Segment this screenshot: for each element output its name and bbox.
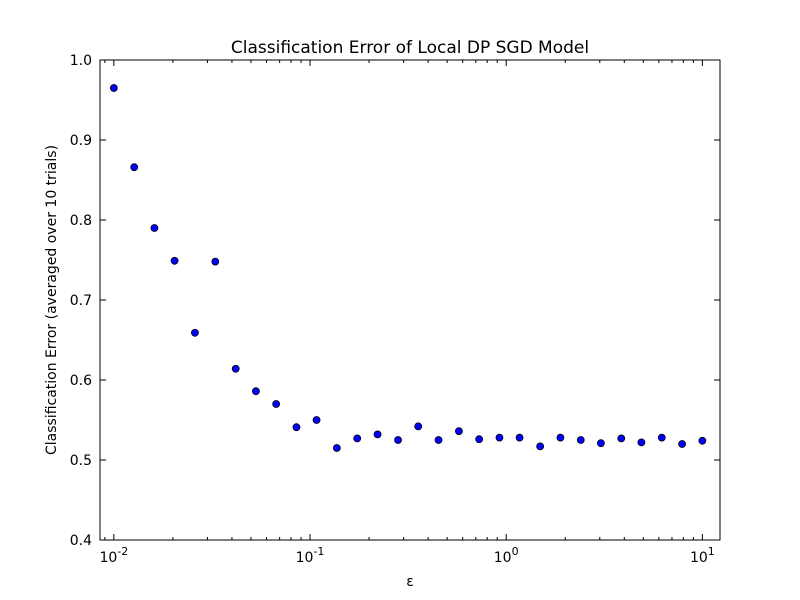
data-point — [597, 439, 605, 448]
data-point — [231, 364, 240, 373]
x-tick-exponent: 1 — [708, 545, 715, 558]
data-point — [698, 436, 707, 445]
data-point — [252, 387, 260, 396]
y-tick-label: 0.8 — [70, 213, 92, 229]
data-point — [130, 163, 139, 172]
data-point — [678, 440, 686, 448]
chart-title: Classification Error of Local DP SGD Mod… — [231, 38, 589, 58]
x-tick-base: 10 — [296, 550, 314, 566]
data-point — [394, 436, 402, 444]
data-point — [170, 256, 179, 265]
y-tick-label: 0.7 — [70, 293, 92, 309]
data-point — [211, 257, 220, 266]
data-point — [109, 84, 118, 92]
data-point — [373, 430, 382, 439]
y-tick-label: 0.5 — [70, 453, 92, 469]
data-point — [414, 422, 423, 431]
x-tick-label: 10-2 — [99, 545, 128, 566]
data-point — [191, 328, 199, 337]
y-axis-label: Classification Error (averaged over 10 t… — [44, 145, 60, 455]
data-point — [150, 224, 159, 232]
x-tick-base: 10 — [690, 550, 708, 566]
data-point — [617, 434, 626, 443]
data-point — [353, 434, 362, 443]
data-point — [637, 438, 646, 447]
x-tick-exponent: 0 — [512, 545, 519, 558]
x-tick-exponent: -1 — [313, 545, 324, 558]
x-tick-base: 10 — [494, 550, 512, 566]
x-tick-label: 100 — [494, 545, 519, 566]
data-point — [312, 416, 321, 424]
data-point — [495, 433, 504, 442]
data-point — [536, 442, 545, 451]
plot-area: 0.40.50.60.70.80.91.0 10-2 10-1 100 101 — [70, 53, 721, 566]
plot-frame — [99, 59, 721, 541]
data-point — [576, 436, 585, 444]
x-tick-base: 10 — [99, 550, 117, 566]
y-tick-label: 0.9 — [70, 133, 92, 149]
x-tick-label: 10-1 — [296, 545, 325, 566]
x-axis: 10-2 10-1 100 101 — [99, 60, 715, 566]
data-point — [475, 435, 484, 444]
x-axis-label: ε — [406, 574, 414, 590]
data-point — [454, 427, 463, 436]
data-point — [434, 436, 443, 444]
x-tick-exponent: -2 — [117, 545, 128, 558]
y-tick-label: 0.6 — [70, 373, 92, 389]
data-point — [272, 400, 281, 408]
y-tick-label: 0.4 — [70, 533, 92, 549]
x-tick-label: 101 — [690, 545, 715, 566]
data-point — [556, 433, 565, 442]
data-point — [292, 423, 301, 432]
data-point — [515, 433, 524, 442]
data-point — [332, 444, 341, 452]
data-point — [657, 433, 666, 442]
data-points — [109, 84, 707, 452]
y-tick-label: 1.0 — [70, 53, 92, 69]
